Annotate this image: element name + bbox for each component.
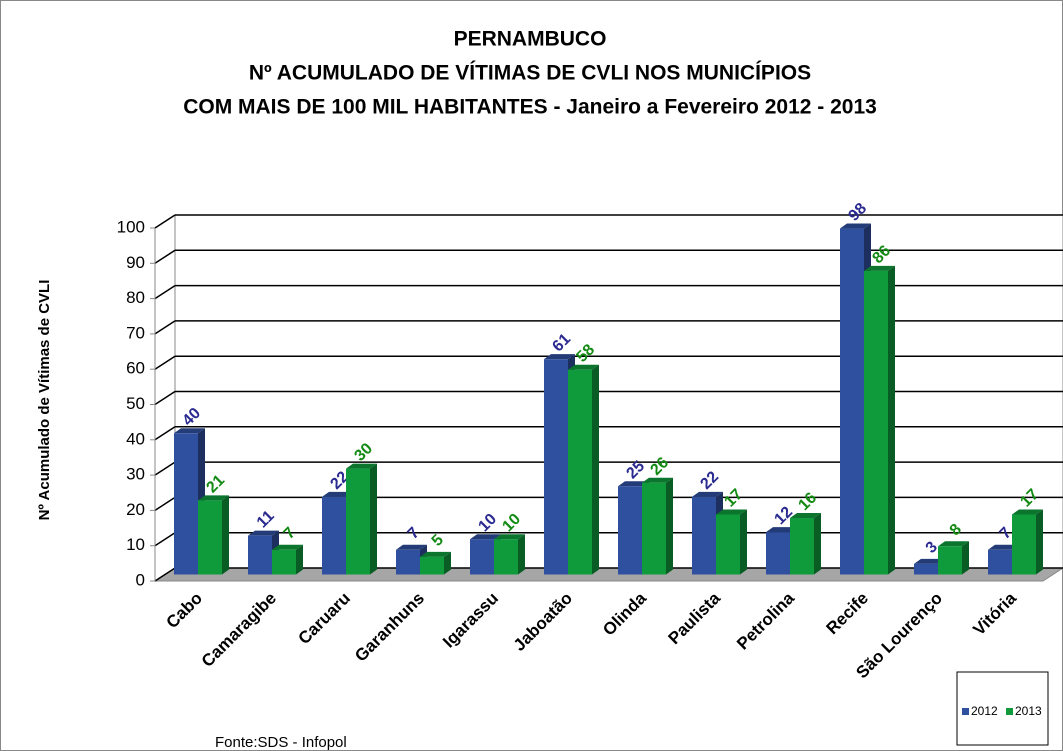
bar — [642, 482, 666, 575]
bar — [544, 359, 568, 575]
y-tick-label: 90 — [126, 253, 145, 272]
bar-top — [914, 558, 945, 564]
bar-top — [544, 354, 575, 360]
bar-top — [790, 513, 821, 519]
bar — [938, 546, 962, 575]
bar-side — [888, 265, 895, 575]
bar-side — [1036, 509, 1043, 575]
bar — [1012, 514, 1036, 575]
source-note: Fonte:SDS - Infopol — [215, 734, 347, 751]
bar — [198, 500, 222, 575]
y-tick-label: 80 — [126, 288, 145, 307]
grid-line — [154, 532, 176, 547]
grid-line — [154, 320, 176, 335]
bar — [692, 496, 716, 575]
bar-top — [248, 530, 279, 536]
bar — [494, 539, 518, 575]
bar — [272, 549, 296, 575]
chart-title: Nº ACUMULADO DE VÍTIMAS DE CVLI NOS MUNI… — [249, 62, 811, 85]
bar — [790, 518, 814, 575]
bar-side — [666, 477, 673, 575]
bar-top — [1012, 509, 1043, 515]
y-tick-label: 70 — [126, 323, 145, 342]
y-tick-label: 30 — [126, 465, 145, 484]
bar-top — [198, 495, 229, 501]
bar — [248, 535, 272, 575]
legend-swatch — [962, 708, 969, 715]
bar-top — [174, 428, 205, 434]
y-tick-label: 60 — [126, 359, 145, 378]
legend-swatch — [1006, 708, 1013, 715]
bar — [988, 549, 1012, 575]
bar — [716, 514, 740, 575]
bar-side — [444, 551, 451, 575]
bar — [568, 369, 592, 575]
grid-line — [154, 214, 176, 229]
bar — [618, 486, 642, 575]
bar-side — [518, 534, 525, 575]
bar-top — [272, 544, 303, 550]
bar-top — [864, 265, 895, 271]
y-tick-label: 10 — [126, 535, 145, 554]
bar-top — [346, 463, 377, 469]
bar-top — [988, 544, 1019, 550]
y-axis-label: Nº Acumulado de Vítimas de CVLI — [36, 280, 53, 521]
bar-top — [494, 534, 525, 540]
grid-line — [154, 426, 176, 441]
bar-top — [420, 551, 451, 557]
chart-title: COM MAIS DE 100 MIL HABITANTES - Janeiro… — [183, 96, 877, 119]
grid-line — [154, 249, 176, 264]
y-tick-label: 0 — [136, 570, 145, 589]
bar — [346, 468, 370, 575]
bar-side — [592, 364, 599, 575]
y-tick-label: 100 — [117, 217, 145, 236]
bar — [322, 496, 346, 575]
y-tick-label: 20 — [126, 500, 145, 519]
bar — [840, 228, 864, 575]
y-tick-label: 40 — [126, 429, 145, 448]
bar-top — [766, 527, 797, 533]
bar-top — [568, 364, 599, 370]
bar — [864, 270, 888, 575]
bar-side — [370, 463, 377, 575]
grid-line — [154, 390, 176, 406]
grid-line — [154, 496, 176, 512]
bar — [420, 556, 444, 575]
bar — [914, 563, 938, 575]
bar-side — [222, 495, 229, 575]
bar — [766, 532, 790, 575]
grid-line — [154, 284, 176, 300]
bar-side — [962, 541, 969, 575]
legend-box — [956, 671, 1049, 746]
bar-side — [740, 509, 747, 575]
bar-top — [716, 509, 747, 515]
grid-line — [154, 567, 176, 582]
bar-top — [938, 541, 969, 547]
bar — [174, 433, 198, 575]
bar — [396, 549, 420, 575]
bar-top — [396, 544, 427, 550]
y-tick-label: 50 — [126, 394, 145, 413]
bar — [470, 539, 494, 575]
legend-label: 2012 — [971, 704, 998, 718]
bar-top — [322, 491, 353, 497]
grid-line — [154, 461, 176, 476]
bar-side — [296, 544, 303, 575]
legend-label: 2013 — [1015, 704, 1042, 718]
chart-title: PERNAMBUCO — [454, 28, 607, 51]
grid-line — [154, 355, 176, 370]
bar-side — [814, 513, 821, 575]
bar-top — [692, 491, 723, 497]
bar-top — [840, 223, 871, 229]
bar-top — [642, 477, 673, 483]
bar-top — [618, 481, 649, 487]
bar-top — [470, 534, 501, 540]
